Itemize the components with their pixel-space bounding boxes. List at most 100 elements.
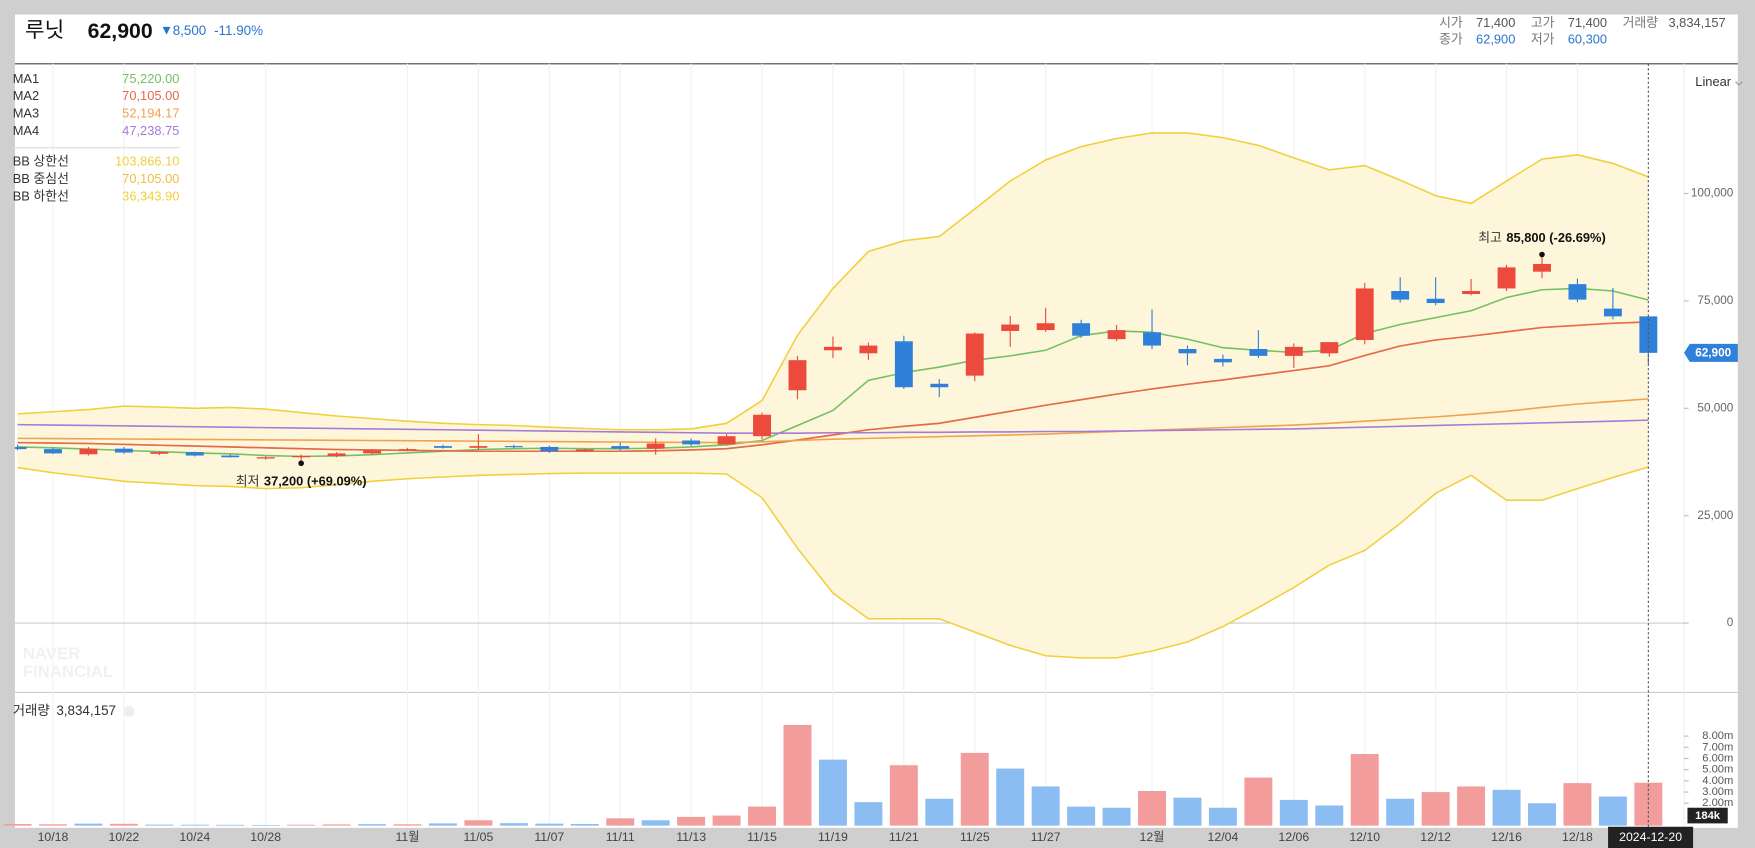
candle-body [185, 452, 204, 456]
x-tick-label: 12/06 [1278, 830, 1309, 844]
candle-body [1462, 291, 1481, 295]
volume-bar [1563, 783, 1592, 826]
x-tick-label: 11/19 [818, 830, 848, 844]
volume-bar [1492, 789, 1521, 826]
annotation-text: 37,200 (+69.09%) [264, 474, 367, 489]
candle-body [965, 333, 984, 376]
candle-body [1143, 332, 1161, 346]
candle-body [1284, 346, 1303, 356]
candle-body [221, 455, 240, 458]
volume-bar [1421, 792, 1450, 826]
volume-tick-label: 4.00m [1702, 775, 1733, 787]
candle-body [363, 450, 382, 454]
x-tick-label: 10/28 [250, 830, 281, 844]
x-tick-label: 12월 [1140, 830, 1165, 844]
volume-tick-label: 2.00m [1702, 797, 1733, 809]
x-tick-label: 12/12 [1420, 830, 1451, 844]
candle-body [788, 360, 807, 391]
candle-body [1036, 323, 1055, 331]
candle-body [1533, 263, 1551, 272]
volume-value: 3,834,157 [56, 703, 116, 718]
legend-name: BB 중심선 [13, 171, 69, 186]
legend-value: 47,238.75 [122, 123, 179, 138]
watermark: FINANCIAL [23, 662, 113, 681]
volume-bar [1315, 805, 1344, 826]
scale-selector-label[interactable]: Linear [1695, 74, 1731, 89]
candle-body [434, 446, 452, 448]
volume-bar [1031, 786, 1060, 826]
legend-name: MA1 [13, 71, 39, 86]
volume-bar [748, 806, 777, 826]
stat-value: 62,900 [1476, 32, 1515, 47]
x-tick-label: 11/15 [747, 830, 777, 844]
annotation-label: 최고 [1478, 230, 1502, 245]
price-change: 8,500 [173, 23, 207, 38]
stat-value: 60,300 [1568, 32, 1607, 47]
y-tick-label: 25,000 [1697, 509, 1733, 522]
volume-bar [1067, 806, 1096, 826]
band-line [17, 132, 1649, 431]
candle-body [398, 449, 417, 451]
ma-line [17, 419, 1649, 434]
candle-body [1639, 316, 1658, 353]
volume-bar [428, 823, 457, 826]
volume-bar [1528, 803, 1556, 826]
volume-bar [570, 823, 599, 826]
volume-bar [216, 824, 245, 826]
x-tick-label: 10/24 [179, 830, 210, 844]
candle-body [327, 453, 346, 456]
annotation-dot [1539, 251, 1545, 258]
down-arrow [162, 26, 171, 35]
price-tag-label: 62,900 [1695, 347, 1731, 360]
cursor-tag [1687, 807, 1728, 824]
volume-bar [38, 824, 67, 826]
volume-bar [960, 752, 989, 826]
scale-selector[interactable]: Linear [1695, 74, 1743, 89]
price-change-pct: -11.90% [214, 23, 263, 38]
volume-bar [1244, 777, 1273, 826]
volume-bar [677, 816, 706, 826]
candle-body [1391, 291, 1410, 300]
volume-bar [925, 798, 954, 826]
candle-body [44, 449, 62, 454]
watermark: NAVER [23, 644, 80, 663]
volume-bar [464, 820, 493, 826]
legend-value: 36,343.90 [122, 188, 179, 203]
volume-bar [1138, 790, 1166, 826]
legend-name: MA3 [13, 106, 39, 121]
candle-body [1568, 284, 1587, 300]
candle-body [1213, 358, 1232, 363]
candle-body [930, 383, 949, 388]
ma-line [17, 287, 1649, 458]
candle-body [682, 440, 701, 445]
candle-body [823, 346, 842, 351]
chevron[interactable] [1735, 81, 1743, 86]
volume-bar [393, 824, 422, 826]
legend-name: MA2 [13, 88, 39, 103]
close-icon[interactable] [123, 705, 135, 718]
volume-bar [180, 824, 209, 826]
candle-body [1178, 349, 1197, 354]
legend-value: 103,866.10 [115, 154, 179, 169]
annotation: 최고 85,800 (-26.69%) [1478, 230, 1606, 245]
candle-body [1107, 330, 1126, 340]
volume-bar [1350, 754, 1379, 826]
x-tick-label: 11/21 [889, 830, 919, 844]
volume-bar [712, 815, 741, 826]
volume-bar [783, 724, 812, 826]
x-tick-label: 11/27 [1031, 830, 1061, 844]
candle-body [611, 446, 630, 449]
volume-bar [996, 768, 1025, 826]
candle-body [859, 345, 878, 354]
band-fill [17, 132, 1649, 658]
price-tag [1684, 343, 1738, 362]
candle-body [540, 446, 559, 452]
x-tick-label: 12/16 [1491, 830, 1522, 844]
candle-body [114, 448, 133, 453]
x-tick-label: 11/25 [960, 830, 990, 844]
volume-bar [499, 823, 528, 826]
candle-body [1603, 308, 1622, 317]
y-tick-label: 50,000 [1697, 401, 1733, 414]
stock-name: 루닛 [25, 18, 64, 42]
